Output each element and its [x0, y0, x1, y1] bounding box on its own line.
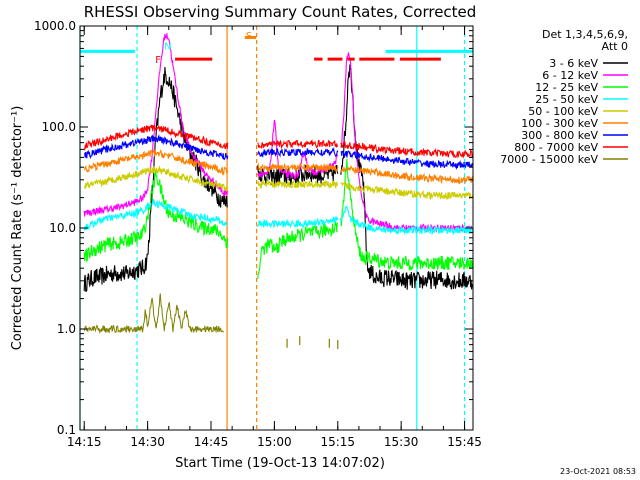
legend-header: Det 1,3,4,5,6,9,	[542, 28, 628, 41]
legend-label: 300 - 800 keV	[521, 129, 598, 142]
legend-label: 6 - 12 keV	[542, 69, 598, 82]
legend-label: 3 - 6 keV	[549, 57, 598, 70]
x-axis-label: Start Time (19-Oct-13 14:07:02)	[175, 456, 385, 471]
series-5	[83, 148, 474, 185]
y-tick-label: 1000.0	[34, 19, 76, 33]
x-tick-label: 14:30	[130, 435, 165, 449]
series-6	[84, 134, 474, 170]
x-tick-label: 15:00	[257, 435, 292, 449]
series-3	[83, 198, 474, 236]
series-line-8	[83, 293, 225, 335]
series-7	[83, 124, 473, 159]
legend-label: 25 - 50 keV	[535, 93, 598, 106]
series-line-7	[83, 124, 473, 159]
flag-letter-s: S	[246, 31, 252, 42]
x-tick-label: 15:45	[447, 435, 482, 449]
series-line-6	[84, 134, 474, 170]
x-tick-label: 14:45	[194, 435, 229, 449]
timestamp: 23-Oct-2021 08:53	[560, 467, 636, 476]
y-tick-label: 100.0	[42, 120, 76, 134]
plot-area: FN S	[79, 26, 474, 430]
chart-title: RHESSI Observing Summary Count Rates, Co…	[84, 3, 477, 21]
y-tick-label: 1.0	[57, 322, 76, 336]
legend-label: 100 - 300 keV	[521, 117, 598, 130]
y-tick-label: 10.0	[49, 221, 76, 235]
series-line-5	[83, 148, 474, 185]
y-tick-label: 0.1	[57, 423, 76, 437]
flag-letter-f: F	[155, 55, 161, 66]
legend-label: 800 - 7000 keV	[514, 141, 598, 154]
x-tick-label: 15:30	[384, 435, 419, 449]
legend-label: 7000 - 15000 keV	[500, 153, 598, 166]
axes: 0.1 1.0 10.0 100.0 1000.0 14:15 14:30 14:45 15:0…	[34, 19, 482, 449]
series-8	[83, 293, 339, 349]
legend-header: Att 0	[602, 40, 628, 53]
y-axis-label: Corrected Count Rate (s⁻¹ detector⁻¹)	[10, 106, 25, 351]
x-tick-label: 14:15	[67, 435, 102, 449]
series-2	[83, 158, 474, 280]
series-line-2	[83, 158, 474, 280]
legend-label: 12 - 25 keV	[535, 81, 598, 94]
legend-label: 50 - 100 keV	[528, 105, 598, 118]
series-line-4	[83, 164, 474, 201]
series-4	[83, 164, 474, 201]
flag-letter-n: N	[164, 42, 171, 53]
x-tick-label: 15:15	[320, 435, 355, 449]
series-line-3	[83, 198, 474, 236]
